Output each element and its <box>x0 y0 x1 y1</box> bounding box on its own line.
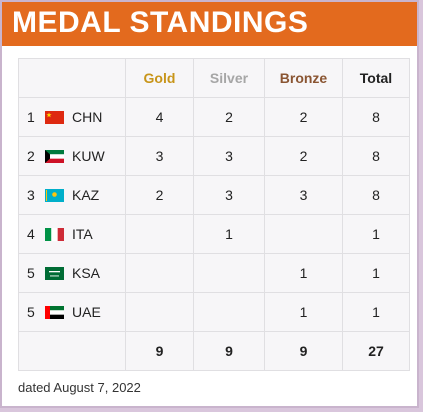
silver-count <box>193 292 265 332</box>
bronze-total: 9 <box>264 331 343 371</box>
rank: 2 <box>27 148 35 164</box>
rank: 3 <box>27 187 35 203</box>
kuwait-flag-icon <box>45 149 64 163</box>
bronze-count: 3 <box>264 175 343 215</box>
rank: 1 <box>27 109 35 125</box>
china-flag-icon <box>45 110 64 124</box>
table-row: 2 KUW 3 3 2 8 <box>18 136 410 176</box>
table-row: 5 KSA 1 1 <box>18 253 410 293</box>
header-team <box>18 58 126 98</box>
header-gold: Gold <box>125 58 194 98</box>
total-count: 8 <box>342 136 410 176</box>
header-total: Total <box>342 58 410 98</box>
grand-total: 27 <box>342 331 410 371</box>
rank: 5 <box>27 265 35 281</box>
silver-count: 3 <box>193 136 265 176</box>
total-count: 1 <box>342 214 410 254</box>
bronze-count: 1 <box>264 253 343 293</box>
total-count: 1 <box>342 292 410 332</box>
team-cell: 5 UAE <box>18 292 126 332</box>
team-cell: 4 ITA <box>18 214 126 254</box>
total-count: 8 <box>342 97 410 137</box>
gold-total: 9 <box>125 331 194 371</box>
team-code: KUW <box>72 148 105 164</box>
header-bronze: Bronze <box>264 58 343 98</box>
gold-count: 2 <box>125 175 194 215</box>
header-silver: Silver <box>193 58 265 98</box>
team-code: KSA <box>72 265 101 281</box>
total-count: 1 <box>342 253 410 293</box>
bronze-count: 2 <box>264 97 343 137</box>
team-code: KAZ <box>72 187 100 203</box>
table-row: 3 KAZ 2 3 3 8 <box>18 175 410 215</box>
team-cell: 5 KSA <box>18 253 126 293</box>
team-cell: 2 KUW <box>18 136 126 176</box>
table-row: 1 CHN 4 2 2 8 <box>18 97 410 137</box>
team-cell: 1 CHN <box>18 97 126 137</box>
silver-total: 9 <box>193 331 265 371</box>
bronze-count <box>264 214 343 254</box>
team-cell: 3 KAZ <box>18 175 126 215</box>
date-footnote: dated August 7, 2022 <box>18 380 141 395</box>
uae-flag-icon <box>45 305 64 319</box>
standings-table: Gold Silver Bronze Total 1 CHN <box>18 58 410 371</box>
gold-count <box>125 214 194 254</box>
saudi-arabia-flag-icon <box>45 266 64 280</box>
bronze-count: 2 <box>264 136 343 176</box>
gold-count <box>125 253 194 293</box>
table-row: 4 ITA 1 1 <box>18 214 410 254</box>
banner: MEDAL STANDINGS <box>2 2 417 46</box>
kazakhstan-flag-icon <box>45 188 64 202</box>
standings-panel: Gold Silver Bronze Total 1 CHN <box>7 50 414 404</box>
italy-flag-icon <box>45 227 64 241</box>
gold-count <box>125 292 194 332</box>
team-code: CHN <box>72 109 103 125</box>
banner-title: MEDAL STANDINGS <box>12 6 309 39</box>
gold-count: 3 <box>125 136 194 176</box>
totals-label-cell <box>18 331 126 371</box>
team-code: UAE <box>72 304 101 320</box>
silver-count: 1 <box>193 214 265 254</box>
table-row: 5 UAE 1 1 <box>18 292 410 332</box>
totals-row: 9 9 9 27 <box>18 331 410 371</box>
silver-count: 3 <box>193 175 265 215</box>
rank: 4 <box>27 226 35 242</box>
gold-count: 4 <box>125 97 194 137</box>
team-code: ITA <box>72 226 93 242</box>
header-row: Gold Silver Bronze Total <box>18 58 410 98</box>
rank: 5 <box>27 304 35 320</box>
total-count: 8 <box>342 175 410 215</box>
bronze-count: 1 <box>264 292 343 332</box>
silver-count: 2 <box>193 97 265 137</box>
silver-count <box>193 253 265 293</box>
